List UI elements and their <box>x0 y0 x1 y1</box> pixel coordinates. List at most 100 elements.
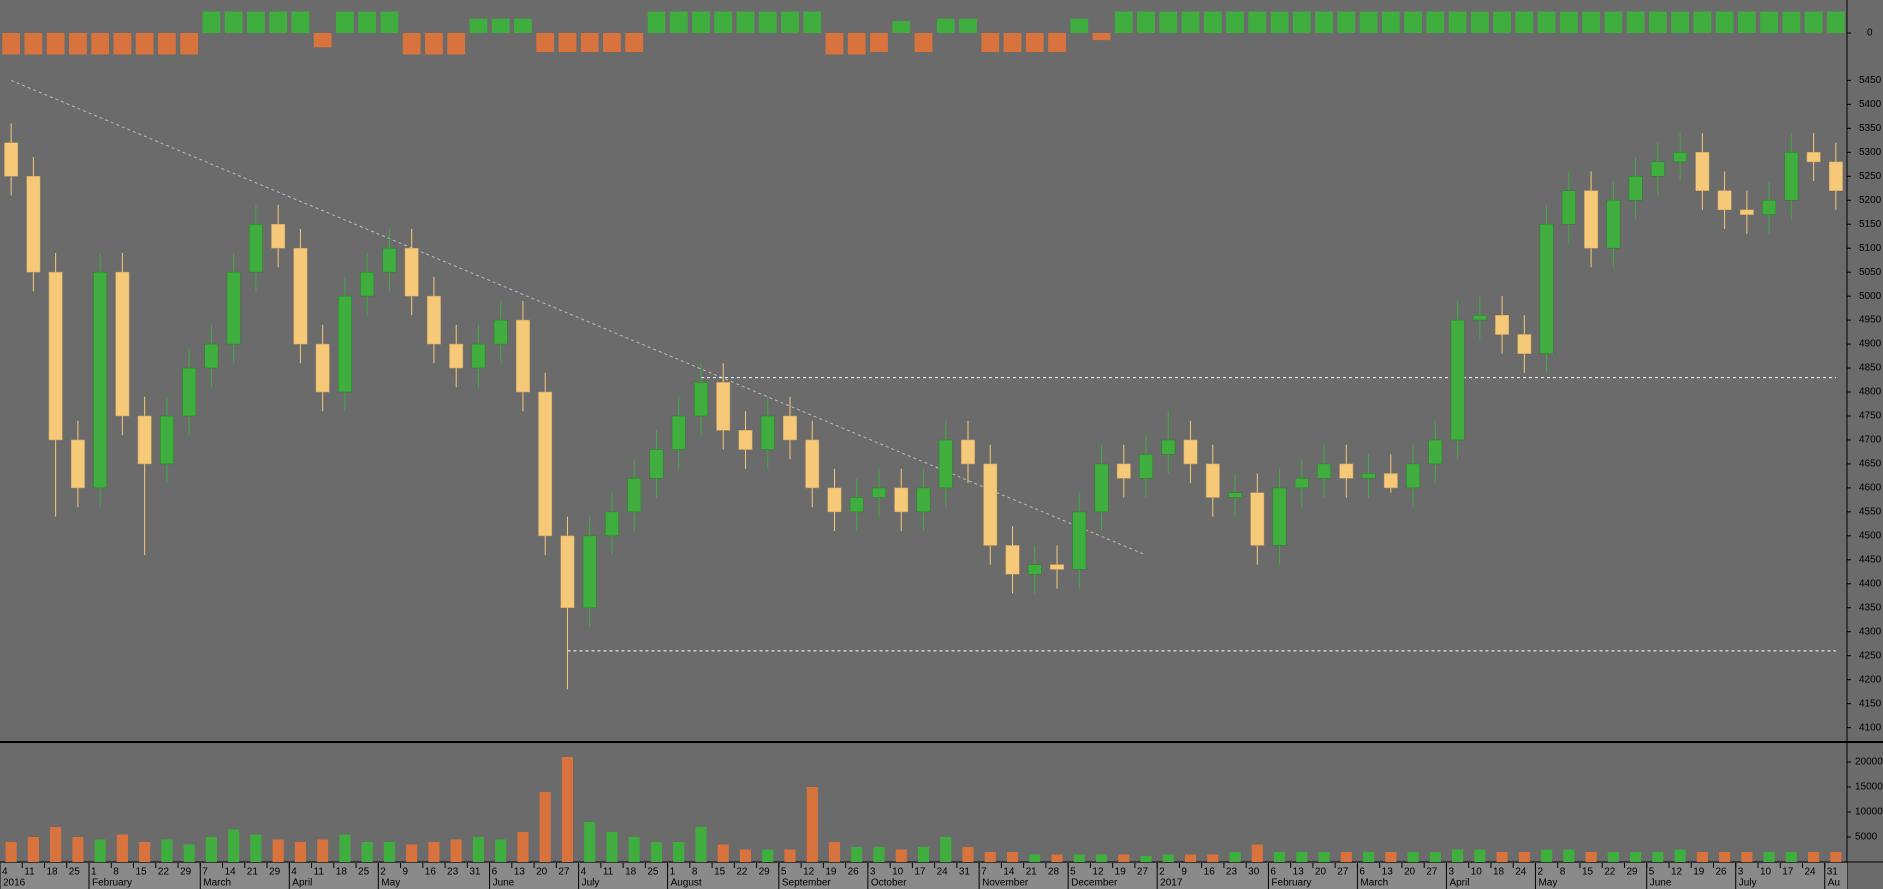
indicator-bar <box>1159 11 1178 33</box>
volume-bar <box>1496 852 1508 862</box>
candle-body <box>1673 152 1688 163</box>
volume-bar <box>406 844 418 862</box>
candle-body <box>1784 152 1799 201</box>
x-tick-label: 13 <box>1293 867 1305 878</box>
indicator-bar <box>1493 11 1511 33</box>
candle-body <box>1228 492 1242 498</box>
volume-bar <box>917 847 930 862</box>
indicator-bar <box>68 33 87 55</box>
x-tick-label: 9 <box>403 867 409 878</box>
x-tick-label: 5 <box>1070 867 1076 878</box>
candle-body <box>70 439 85 489</box>
x-tick-label: 23 <box>447 867 459 878</box>
indicator-bar <box>1048 33 1066 53</box>
x-tick-label: 27 <box>558 867 570 878</box>
x-tick-label: 21 <box>1026 867 1038 878</box>
indicator-bar <box>1381 11 1400 33</box>
indicator-bar <box>625 33 644 53</box>
indicator-bar <box>469 18 488 33</box>
candle-body <box>26 176 41 273</box>
x-tick-label: 27 <box>1337 867 1349 878</box>
x-tick-label: 17 <box>1782 867 1794 878</box>
candle-body <box>1361 473 1376 479</box>
x-tick-label: 1 <box>670 867 676 878</box>
indicator-bar <box>692 11 710 33</box>
x-tick-label: 13 <box>1382 867 1394 878</box>
indicator-bar <box>936 18 955 33</box>
volume-bar <box>116 834 128 862</box>
indicator-bar <box>825 33 844 55</box>
volume-bar <box>383 842 395 862</box>
candle-body <box>1584 190 1599 249</box>
volume-bar <box>183 844 195 862</box>
x-tick-label: 18 <box>1493 867 1505 878</box>
month-label: April <box>1449 878 1469 889</box>
y-tick-label: 5200 <box>1859 195 1882 206</box>
candle-body <box>427 295 441 345</box>
volume-bar <box>1696 852 1708 862</box>
indicator-bar <box>536 33 555 53</box>
candle-body <box>1094 463 1109 513</box>
volume-bar <box>584 822 596 862</box>
month-label: September <box>782 878 832 889</box>
indicator-bar <box>914 33 933 53</box>
y-tick-label: 4450 <box>1859 554 1882 565</box>
candle-body <box>1406 463 1420 489</box>
x-tick-label: 5 <box>1649 867 1655 878</box>
indicator-bar <box>736 11 755 33</box>
candle-body <box>1606 199 1621 249</box>
indicator-bar <box>269 11 288 33</box>
candle-body <box>649 449 664 479</box>
volume-bar <box>1585 852 1597 862</box>
volume-bar <box>27 837 39 862</box>
candle-body <box>1027 564 1042 575</box>
x-tick-label: 12 <box>1092 867 1104 878</box>
month-label: August <box>671 878 702 889</box>
candle-body <box>1828 161 1843 191</box>
indicator-bar <box>1181 11 1200 33</box>
volume-bar <box>1340 852 1352 862</box>
volume-bar <box>1273 852 1286 862</box>
volume-bar <box>695 827 707 862</box>
x-tick-label: 4 <box>291 867 297 878</box>
y-tick-label: 5250 <box>1859 171 1882 182</box>
y-tick-label: 4550 <box>1859 507 1882 518</box>
indicator-bar <box>803 11 822 33</box>
indicator-bar <box>336 11 354 33</box>
indicator-bar <box>1737 11 1756 33</box>
candle-body <box>1650 161 1665 177</box>
x-tick-label: 9 <box>1181 867 1187 878</box>
x-tick-label: 10 <box>1471 867 1483 878</box>
x-tick-label: 16 <box>1204 867 1216 878</box>
y-tick-label: 4500 <box>1859 530 1882 541</box>
candle-body <box>293 247 308 345</box>
x-tick-label: 22 <box>1604 867 1616 878</box>
candle-body <box>1495 315 1510 335</box>
y-tick-label: 4350 <box>1859 602 1882 613</box>
volume-bar <box>50 827 62 862</box>
indicator-bar <box>1248 11 1267 33</box>
volume-bar <box>739 849 752 862</box>
y-tick-label: 0 <box>1867 28 1873 39</box>
indicator-bar <box>758 11 777 33</box>
candle-body <box>827 487 842 513</box>
indicator-bar <box>380 11 399 33</box>
x-tick-label: 27 <box>1426 867 1438 878</box>
volume-bar <box>717 844 729 862</box>
x-tick-label: 27 <box>1137 867 1149 878</box>
candle-body <box>1762 199 1777 215</box>
indicator-bar <box>714 11 733 33</box>
indicator-bar <box>1760 11 1779 33</box>
month-label: February <box>1271 878 1311 889</box>
candle-body <box>1116 463 1131 479</box>
candle-body <box>1383 473 1398 489</box>
candle-body <box>315 343 330 393</box>
volume-bar <box>250 834 262 862</box>
candle-body <box>961 439 975 465</box>
indicator-bar <box>491 18 510 33</box>
x-tick-label: 29 <box>1626 867 1638 878</box>
volume-bar <box>1051 854 1063 862</box>
x-tick-label: 3 <box>1738 867 1744 878</box>
indicator-bar <box>91 33 110 55</box>
x-tick-label: 14 <box>225 867 237 878</box>
